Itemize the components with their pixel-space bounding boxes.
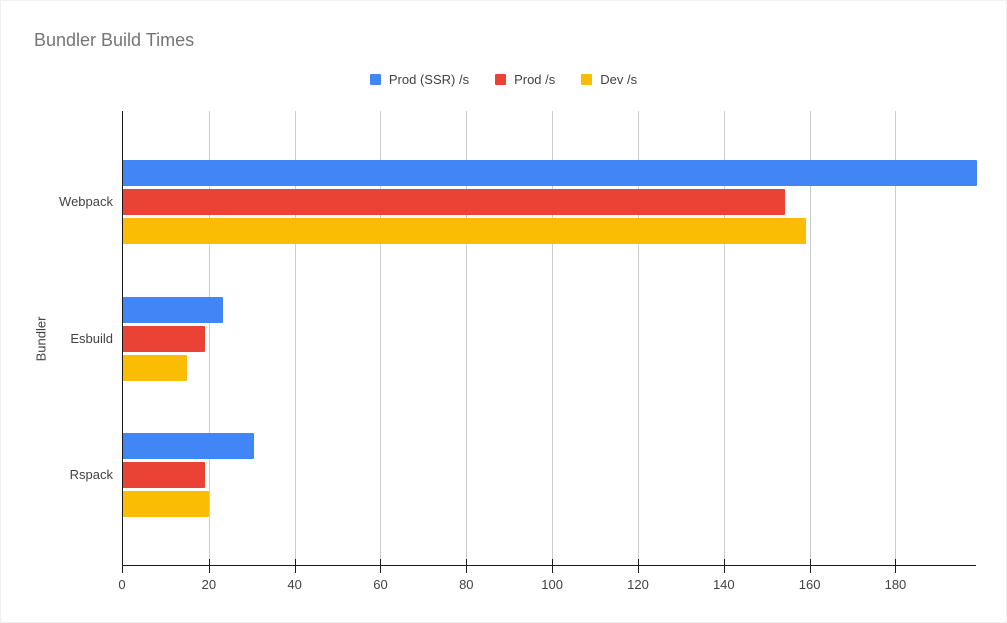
legend-swatch-icon	[581, 74, 593, 85]
legend-item-prod-s: Prod /s	[495, 72, 555, 87]
legend-item-prod-ssr-s: Prod (SSR) /s	[369, 72, 470, 87]
gridline-60	[380, 111, 382, 565]
x-axis-tick-0	[122, 559, 123, 573]
x-axis-tick-100	[552, 559, 554, 573]
bar-webpack-prod-s	[123, 189, 785, 215]
x-tick-label-0: 0	[118, 577, 126, 592]
bar-esbuild-prod-ssr-s	[123, 296, 224, 323]
legend: Prod (SSR) /s Prod /s Dev /s	[1, 72, 1006, 87]
gridline-80	[466, 111, 468, 565]
x-tick-label-120: 120	[627, 577, 649, 592]
plot-area: 0 20 40 60 80 100 120 140 160 180	[118, 111, 977, 592]
x-axis-tick-180	[895, 559, 897, 573]
x-tick-label-180: 180	[884, 577, 907, 592]
legend-swatch-icon	[495, 74, 507, 85]
gridline-20	[208, 111, 210, 565]
gridline-120	[637, 111, 639, 565]
bar-webpack-prod-ssr-s	[123, 160, 977, 186]
gridline-140	[723, 111, 725, 565]
category-label-webpack: Webpack	[59, 194, 113, 209]
x-axis-tick-120	[637, 559, 639, 573]
category-label-esbuild: Esbuild	[70, 330, 113, 346]
x-tick-label-160: 160	[798, 577, 821, 592]
gridline-100	[552, 111, 554, 565]
gridline-160	[809, 111, 811, 565]
x-axis-tick-80	[466, 559, 468, 573]
bar-rspack-dev-s	[123, 491, 210, 517]
bar-esbuild-dev-s	[123, 354, 188, 381]
chart-title: Bundler Build Times	[34, 30, 195, 50]
x-tick-label-80: 80	[459, 577, 474, 592]
x-axis-tick-40	[294, 559, 296, 573]
legend-label: Dev /s	[600, 72, 638, 87]
x-axis-tick-60	[380, 559, 382, 573]
bar-rspack-prod-ssr-s	[123, 433, 254, 459]
x-tick-label-140: 140	[712, 577, 735, 592]
gridline-40	[294, 111, 296, 565]
x-axis-tick-20	[208, 559, 210, 573]
x-tick-label-40: 40	[287, 577, 302, 592]
gridline-180	[895, 111, 897, 565]
bar-rspack-prod-s	[123, 462, 205, 488]
x-tick-label-20: 20	[201, 577, 217, 592]
category-label-rspack: Rspack	[69, 467, 113, 482]
legend-swatch-icon	[369, 74, 381, 85]
bar-webpack-dev-s	[123, 218, 807, 244]
x-axis-tick-160	[809, 559, 811, 573]
legend-label: Prod /s	[514, 72, 556, 87]
legend-label: Prod (SSR) /s	[388, 72, 470, 87]
x-tick-label-60: 60	[373, 577, 388, 592]
x-tick-label-100: 100	[541, 577, 563, 592]
legend-item-dev-s: Dev /s	[581, 72, 637, 87]
bar-esbuild-prod-s	[123, 325, 206, 352]
x-axis-tick-140	[723, 559, 725, 573]
